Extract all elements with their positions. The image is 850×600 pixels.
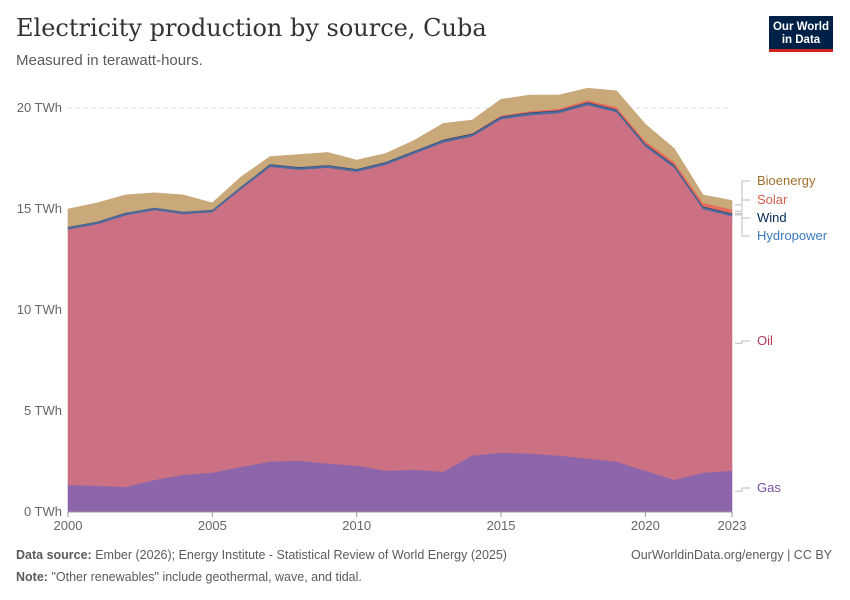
credit-link[interactable]: OurWorldinData.org/energy | CC BY: [630, 548, 832, 562]
x-tick-label: 2023: [718, 518, 747, 533]
x-tick-label: 2020: [631, 518, 660, 533]
data-source: Data source: Ember (2026); Energy Instit…: [16, 548, 507, 562]
legend-label-oil: Oil: [757, 333, 773, 348]
x-tick-label: 2005: [198, 518, 227, 533]
y-tick-label: 20 TWh: [17, 100, 62, 115]
legend-label-solar: Solar: [757, 192, 788, 207]
owid-logo[interactable]: Our World in Data: [769, 16, 833, 52]
logo-line-1: Our World: [772, 21, 829, 33]
chart-title: Electricity production by source, Cuba: [16, 14, 487, 42]
legend-label-bioenergy: Bioenergy: [757, 173, 816, 188]
x-tick-label: 2015: [487, 518, 516, 533]
area-bioenergy: [67, 87, 733, 227]
legend-connector-gas: [735, 487, 750, 492]
logo-line-2: in Data: [781, 34, 821, 46]
chart-note: Note: "Other renewables" include geother…: [16, 570, 362, 584]
y-tick-label: 0 TWh: [24, 504, 62, 519]
y-tick-label: 5 TWh: [24, 403, 62, 418]
legend-connector-bioenergy: [735, 180, 750, 206]
area-oil: [67, 104, 733, 488]
data-source-text: Ember (2026); Energy Institute - Statist…: [95, 548, 507, 562]
y-tick-label: 15 TWh: [17, 201, 62, 216]
legend-connector-oil: [735, 340, 750, 344]
legend-label-gas: Gas: [757, 480, 781, 495]
legend-label-hydropower: Hydropower: [757, 228, 828, 243]
note-text: "Other renewables" include geothermal, w…: [51, 570, 362, 584]
x-tick-label: 2000: [54, 518, 83, 533]
legend-connector-hydropower: [735, 214, 750, 237]
chart-subtitle: Measured in terawatt-hours.: [16, 52, 203, 69]
legend-label-wind: Wind: [757, 210, 787, 225]
note-label: Note:: [16, 570, 48, 584]
x-tick-label: 2010: [342, 518, 371, 533]
legend-connector-solar: [735, 199, 750, 212]
data-source-label: Data source:: [16, 548, 92, 562]
y-tick-label: 10 TWh: [17, 302, 62, 317]
